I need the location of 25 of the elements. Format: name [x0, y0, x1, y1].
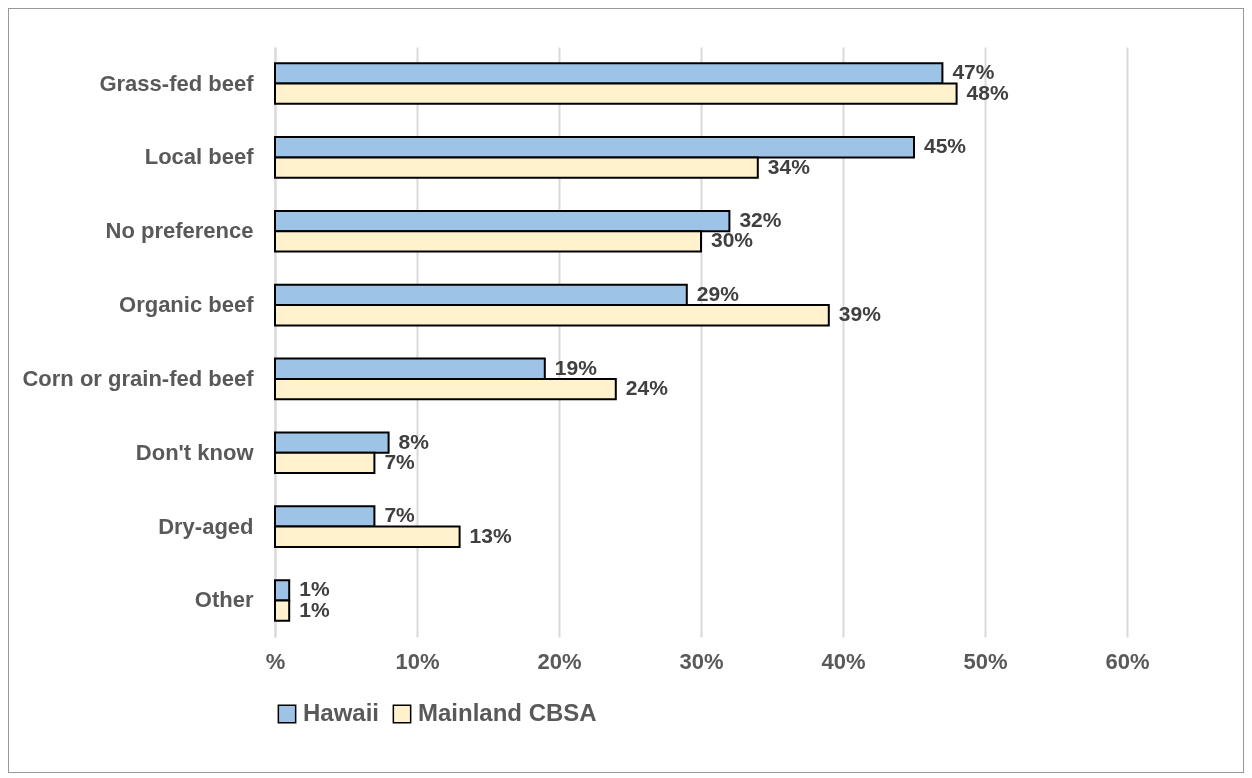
data-label: 19%: [554, 355, 598, 379]
data-label: 29%: [696, 281, 740, 305]
y-tick-label: Corn or grain-fed beef: [22, 365, 255, 391]
y-tick-label: Local beef: [144, 144, 255, 170]
x-tick-label: 30%: [679, 648, 724, 674]
x-tick-label: 40%: [821, 648, 866, 674]
y-tick-label: Organic beef: [119, 292, 255, 318]
y-tick-label: Dry-aged: [158, 513, 254, 539]
x-tick-label: 50%: [963, 648, 1008, 674]
y-tick-label: Other: [194, 587, 254, 613]
x-tick-label: 20%: [537, 648, 582, 674]
data-label: 39%: [838, 302, 882, 326]
y-tick-label: No preference: [105, 218, 254, 244]
data-label: 34%: [767, 154, 811, 178]
legend-label: Mainland CBSA: [418, 699, 597, 726]
y-tick-label: Don't know: [135, 439, 255, 465]
data-label: 24%: [625, 376, 669, 400]
x-tick-label: %: [265, 648, 286, 674]
x-tick-label: 10%: [395, 648, 440, 674]
data-label: 13%: [469, 523, 512, 547]
legend-label: Hawaii: [303, 699, 380, 726]
x-tick-label: 60%: [1105, 648, 1150, 674]
data-label: 45%: [924, 134, 967, 158]
y-tick-label: Grass-fed beef: [99, 70, 255, 96]
data-label: 7%: [384, 503, 416, 527]
